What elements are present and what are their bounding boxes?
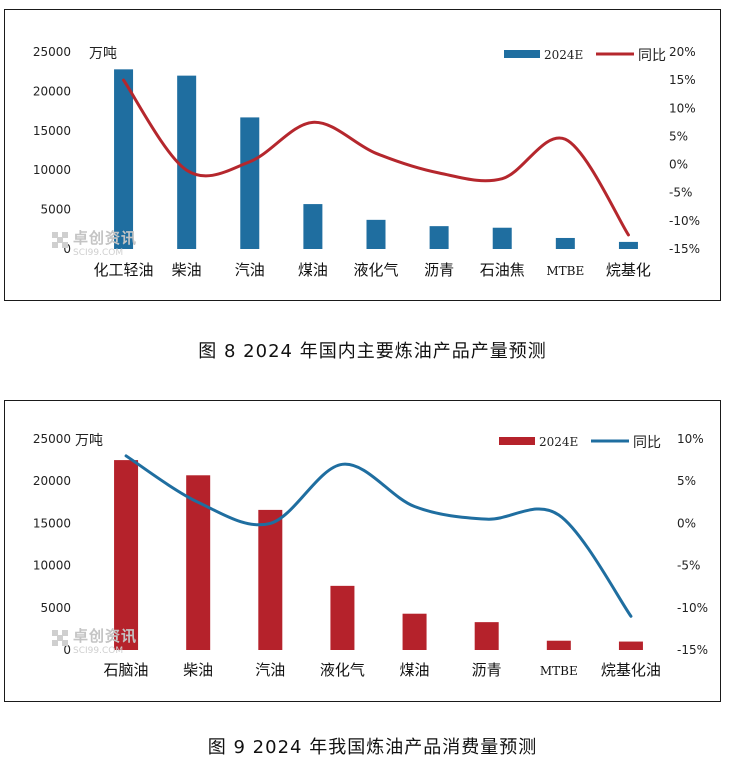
chart-panel-production: 0 5000 10000 15000 20000 25000 万吨 -15% -10% -5% 0%…	[4, 9, 721, 301]
bar-7	[492, 227, 512, 249]
category-label: 煤油	[400, 661, 430, 679]
bar-3	[240, 117, 260, 250]
y-left-tick-label: 0	[63, 242, 71, 256]
bar-4	[303, 204, 323, 249]
y-right-tick-label: 10%	[669, 101, 696, 115]
y-right-tick-label: 0%	[677, 516, 696, 530]
category-label: 烷基化油	[601, 661, 661, 679]
y-left-tick-label: 15000	[33, 124, 71, 138]
y-right-tick-label: 15%	[669, 73, 696, 87]
category-label: 化工轻油	[94, 261, 154, 279]
watermark-en: SCI99.COM	[73, 646, 124, 656]
yoy-line	[122, 78, 630, 237]
y-right-tick-label: 20%	[669, 45, 696, 59]
y-right-tick-label: -15%	[677, 643, 708, 657]
category-label: 烷基化	[606, 261, 651, 279]
figure-caption-9: 图 9 2024 年我国炼油产品消费量预测	[207, 737, 538, 758]
category-label: 柴油	[172, 261, 202, 279]
y-right-tick-label: -15%	[669, 242, 700, 256]
y-left-tick-label: 0	[63, 643, 71, 657]
y-right-tick-label: -10%	[669, 214, 700, 228]
category-label: 沥青	[424, 261, 454, 279]
category-label: 柴油	[183, 661, 213, 679]
y-left-tick-label: 10000	[33, 559, 71, 573]
bar-1	[114, 69, 134, 249]
watermark-logo-icon	[52, 630, 68, 646]
y-right-tick-label: 0%	[669, 158, 688, 172]
category-label: MTBE	[546, 264, 584, 278]
bar-9	[618, 241, 638, 249]
y-left-tick-label: 25000	[33, 45, 71, 59]
y-right-tick-label: -5%	[677, 559, 700, 573]
bar-2	[186, 475, 211, 650]
chart-panel-consumption: 0 5000 10000 15000 20000 25000 万吨 -15% -10% -5% 0%…	[4, 400, 721, 702]
y-left-tick-label: 5000	[40, 203, 71, 217]
category-label: 液化气	[353, 261, 398, 279]
production-chart: 0 5000 10000 15000 20000 25000 万吨 -15% -10% -5% 0%…	[33, 45, 700, 279]
y-right-tick-label: -5%	[669, 186, 692, 200]
yoy-line	[124, 454, 633, 618]
watermark: 卓创资讯 SCI99.COM	[73, 231, 137, 261]
y-right-tick-label: -10%	[677, 601, 708, 615]
watermark-cn: 卓创资讯	[73, 627, 138, 645]
bar-6	[474, 622, 499, 650]
category-label: 汽油	[235, 261, 265, 279]
category-label: 液化气	[320, 661, 365, 679]
bar-8	[618, 641, 643, 650]
bar-3	[258, 509, 283, 650]
category-label: MTBE	[540, 664, 578, 678]
watermark-cn: 卓创资讯	[73, 229, 138, 247]
legend-bar-label: 2024E	[539, 435, 578, 449]
category-label: 石油焦	[480, 261, 525, 279]
bar-1	[114, 460, 139, 650]
bar-5	[366, 219, 386, 249]
y-left-tick-label: 20000	[33, 84, 71, 98]
legend-bar-swatch	[499, 437, 535, 445]
y-right-tick-label: 10%	[677, 432, 704, 446]
y-left-unit-label: 万吨	[75, 433, 103, 449]
bar-2	[177, 75, 197, 249]
legend-line-label: 同比	[633, 435, 661, 451]
category-label: 汽油	[255, 661, 285, 679]
legend-bar-swatch	[504, 50, 540, 58]
y-right-tick-label: 5%	[669, 129, 688, 143]
y-left-tick-label: 5000	[40, 601, 71, 615]
category-label: 石脑油	[104, 661, 149, 679]
bar-6	[429, 226, 449, 249]
watermark: 卓创资讯 SCI99.COM	[73, 629, 137, 659]
bar-5	[402, 613, 427, 650]
y-right-tick-label: 5%	[677, 474, 696, 488]
y-left-tick-label: 15000	[33, 516, 71, 530]
y-left-unit-label: 万吨	[89, 46, 117, 62]
bar-8	[555, 237, 575, 249]
y-left-tick-label: 10000	[33, 163, 71, 177]
legend-line-label: 同比	[638, 48, 666, 64]
category-label: 煤油	[298, 261, 328, 279]
y-left-tick-label: 25000	[33, 432, 71, 446]
legend-bar-label: 2024E	[544, 48, 583, 62]
y-left-tick-label: 20000	[33, 474, 71, 488]
bar-7	[546, 640, 571, 650]
figure-caption-8: 图 8 2024 年国内主要炼油产品产量预测	[198, 341, 547, 362]
watermark-en: SCI99.COM	[73, 248, 124, 258]
category-label: 沥青	[472, 661, 502, 679]
bar-4	[330, 585, 355, 650]
watermark-logo-icon	[52, 232, 68, 248]
consumption-chart: 0 5000 10000 15000 20000 25000 万吨 -15% -10% -5% 0%…	[33, 432, 708, 679]
